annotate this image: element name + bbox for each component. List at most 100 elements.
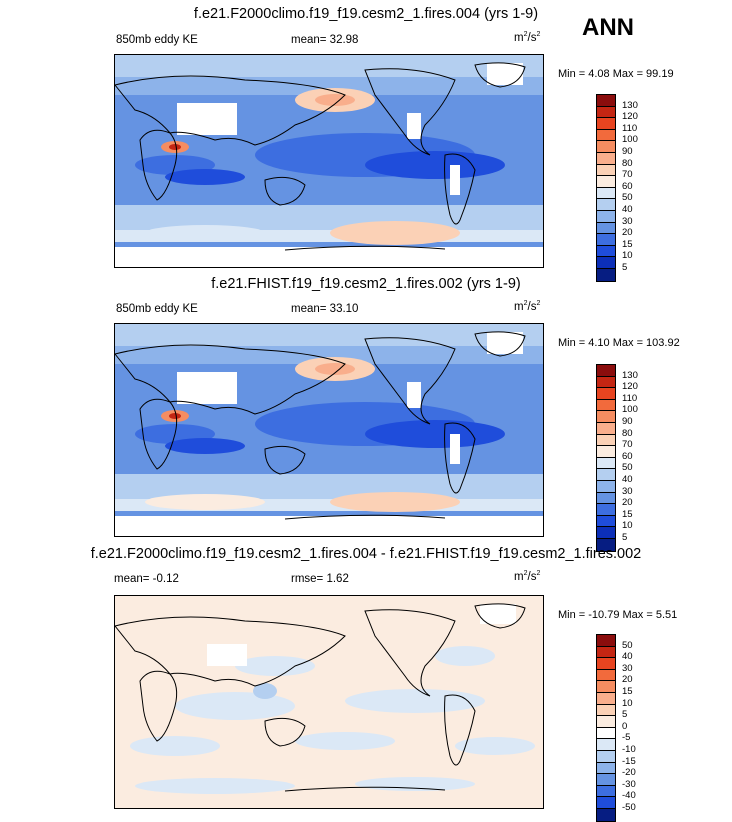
colorbar-level-label: 90 bbox=[622, 416, 633, 427]
colorbar-level-label: 5 bbox=[622, 709, 628, 721]
colorbar-level-label: 15 bbox=[622, 508, 633, 520]
colorbar-level-label: 110 bbox=[622, 122, 638, 134]
colorbar-level-label: 90 bbox=[622, 146, 633, 157]
colorbar-segment bbox=[597, 504, 615, 516]
colorbar-level-label: -15 bbox=[622, 755, 636, 767]
colorbar-level-label: 80 bbox=[622, 157, 633, 169]
colorbar-level-label: 60 bbox=[622, 180, 633, 192]
colorbar-segment bbox=[597, 434, 615, 447]
colorbar-level-label: 0 bbox=[622, 720, 628, 732]
colorbar-segment bbox=[597, 388, 615, 400]
colorbar-segment bbox=[597, 268, 615, 281]
colorbar-segment bbox=[597, 446, 615, 458]
colorbar-segment bbox=[597, 422, 615, 435]
colorbar-segment bbox=[597, 480, 615, 493]
panel-1-minmax: Min = 4.08 Max = 99.19 bbox=[558, 68, 674, 80]
colorbar-segment bbox=[597, 376, 615, 389]
panel-2-colorbar bbox=[596, 364, 616, 552]
colorbar-segment bbox=[597, 538, 615, 551]
colorbar-segment bbox=[597, 658, 615, 670]
colorbar-level-label: 130 bbox=[622, 99, 638, 111]
colorbar-segment bbox=[597, 808, 615, 821]
colorbar-level-label: -50 bbox=[622, 802, 636, 813]
colorbar-segment bbox=[597, 141, 615, 153]
colorbar-level-label: 120 bbox=[622, 111, 638, 123]
panel-3-map bbox=[114, 595, 544, 809]
colorbar-level-label: 10 bbox=[622, 250, 633, 262]
panel-3-colorbar bbox=[596, 634, 616, 822]
panel-3-minmax: Min = -10.79 Max = 5.51 bbox=[558, 609, 678, 621]
colorbar-segment bbox=[597, 95, 615, 107]
colorbar-segment bbox=[597, 785, 615, 798]
colorbar-segment bbox=[597, 469, 615, 481]
colorbar-segment bbox=[597, 106, 615, 119]
colorbar-segment bbox=[597, 646, 615, 659]
colorbar-level-label: 110 bbox=[622, 392, 638, 404]
colorbar-level-label: -30 bbox=[622, 778, 636, 790]
colorbar-level-label: 100 bbox=[622, 134, 638, 146]
colorbar-level-label: -5 bbox=[622, 732, 631, 744]
colorbar-segment bbox=[597, 692, 615, 705]
colorbar-segment bbox=[597, 704, 615, 717]
colorbar-level-label: 50 bbox=[622, 192, 633, 204]
colorbar-segment bbox=[597, 411, 615, 423]
colorbar-segment bbox=[597, 774, 615, 786]
colorbar-segment bbox=[597, 727, 615, 740]
panel-2-variable-label: 850mb eddy KE bbox=[116, 303, 198, 315]
colorbar-level-label: -10 bbox=[622, 744, 636, 755]
panel-1-units: m2/s2 bbox=[514, 31, 541, 44]
colorbar-level-label: 40 bbox=[622, 651, 633, 663]
colorbar-segment bbox=[597, 210, 615, 223]
colorbar-segment bbox=[597, 635, 615, 647]
panel-2-mean-label: mean= 33.10 bbox=[291, 303, 359, 315]
colorbar-level-label: 20 bbox=[622, 674, 633, 686]
colorbar-level-label: 30 bbox=[622, 485, 633, 497]
colorbar-level-label: 30 bbox=[622, 215, 633, 227]
season-label: ANN bbox=[582, 14, 634, 41]
panel-1-map bbox=[114, 54, 544, 268]
colorbar-segment bbox=[597, 118, 615, 130]
panel-3-units: m2/s2 bbox=[514, 570, 541, 583]
colorbar-segment bbox=[597, 176, 615, 188]
colorbar-level-label: 15 bbox=[622, 238, 633, 250]
panel-1-mean-label: mean= 32.98 bbox=[291, 34, 359, 46]
colorbar-segment bbox=[597, 762, 615, 775]
colorbar-level-label: 20 bbox=[622, 497, 633, 509]
colorbar-segment bbox=[597, 365, 615, 377]
colorbar-level-label: -20 bbox=[622, 767, 636, 779]
panel-1-colorbar bbox=[596, 94, 616, 282]
colorbar-segment bbox=[597, 399, 615, 412]
colorbar-level-label: 40 bbox=[622, 474, 633, 485]
colorbar-segment bbox=[597, 187, 615, 200]
colorbar-segment bbox=[597, 716, 615, 728]
colorbar-segment bbox=[597, 739, 615, 751]
colorbar-segment bbox=[597, 527, 615, 539]
colorbar-level-label: 80 bbox=[622, 427, 633, 439]
colorbar-level-label: 100 bbox=[622, 404, 638, 416]
colorbar-level-label: 60 bbox=[622, 450, 633, 462]
colorbar-segment bbox=[597, 245, 615, 258]
panel-2-map bbox=[114, 323, 544, 537]
panel-2-minmax: Min = 4.10 Max = 103.92 bbox=[558, 337, 680, 349]
colorbar-level-label: 10 bbox=[622, 520, 633, 532]
colorbar-level-label: 20 bbox=[622, 227, 633, 239]
colorbar-level-label: 30 bbox=[622, 662, 633, 674]
panel-1-title: f.e21.F2000climo.f19_f19.cesm2_1.fires.0… bbox=[193, 6, 539, 22]
panel-2-units: m2/s2 bbox=[514, 300, 541, 313]
colorbar-level-label: 50 bbox=[622, 639, 633, 651]
colorbar-segment bbox=[597, 152, 615, 165]
colorbar-level-label: 5 bbox=[622, 262, 628, 273]
colorbar-level-label: 70 bbox=[622, 169, 633, 181]
colorbar-level-label: 130 bbox=[622, 369, 638, 381]
colorbar-segment bbox=[597, 681, 615, 693]
colorbar-segment bbox=[597, 222, 615, 235]
colorbar-segment bbox=[597, 797, 615, 809]
panel-3-title: f.e21.F2000climo.f19_f19.cesm2_1.fires.0… bbox=[90, 546, 642, 562]
colorbar-level-label: 40 bbox=[622, 204, 633, 215]
colorbar-segment bbox=[597, 164, 615, 177]
colorbar-segment bbox=[597, 129, 615, 142]
colorbar-level-label: 120 bbox=[622, 381, 638, 393]
panel-2-title: f.e21.FHIST.f19_f19.cesm2_1.fires.002 (y… bbox=[211, 276, 521, 292]
panel-3-mean-label: mean= -0.12 bbox=[114, 573, 179, 585]
colorbar-segment bbox=[597, 515, 615, 528]
